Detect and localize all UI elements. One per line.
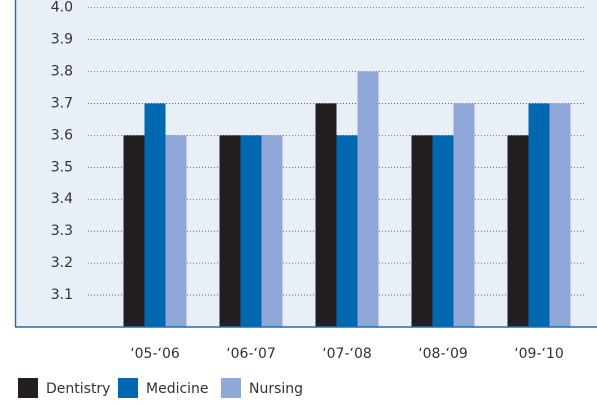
bar [240,135,262,327]
bar [123,135,145,327]
y-tick-label: 3.1 [51,287,73,303]
bar [549,103,571,327]
y-tick-label: 3.3 [51,223,73,239]
y-tick-label: 3.4 [51,191,73,207]
bar [144,103,166,327]
bar [219,135,241,327]
bar [453,103,475,327]
bar [336,135,358,327]
x-tick-label: ‘07-‘08 [322,346,372,362]
legend-label: Nursing [249,381,303,397]
y-tick-label: 3.8 [51,63,73,79]
legend-swatch [18,378,38,398]
bar [432,135,454,327]
plot-background [15,0,597,327]
bar [165,135,187,327]
legend-swatch [221,378,241,398]
legend-label: Medicine [146,381,209,397]
y-tick-label: 3.2 [51,255,73,271]
x-tick-label: ‘06-‘07 [226,346,276,362]
bar [507,135,529,327]
y-tick-label: 3.7 [51,95,73,111]
x-tick-label: ‘05-‘06 [130,346,180,362]
y-tick-label: 3.5 [51,159,73,175]
x-tick-label: ‘08-‘09 [418,346,468,362]
bar [357,71,379,327]
bar [528,103,550,327]
y-tick-label: 3.9 [51,32,73,48]
bar [261,135,283,327]
bar [411,135,433,327]
legend-swatch [118,378,138,398]
legend-label: Dentistry [46,381,110,397]
x-tick-label: ‘09-‘10 [514,346,564,362]
y-tick-label: 3.6 [51,127,73,143]
y-tick-label: 4.0 [51,0,73,16]
bar [315,103,337,327]
